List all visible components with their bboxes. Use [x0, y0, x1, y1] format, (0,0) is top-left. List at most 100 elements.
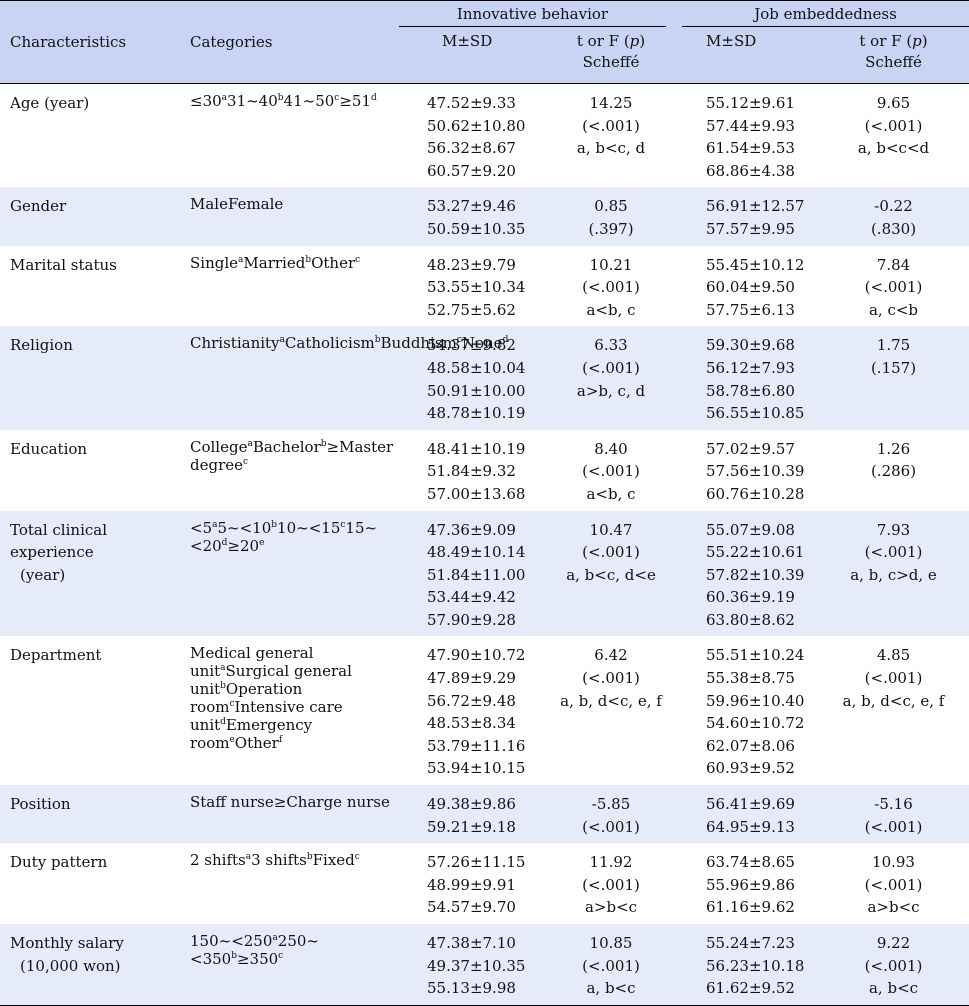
- je-test-cell: 7.93 (<.001) a, b, c>d, e: [818, 511, 969, 637]
- je-test-value: (<.001): [864, 116, 923, 135]
- ib-msd-value: 52.75±5.62: [427, 300, 516, 319]
- table-row: Religion ChristianityaCatholicismbBuddhis…: [0, 326, 969, 430]
- ib-test-cell: 8.40 (<.001) a<b, c: [544, 430, 678, 511]
- je-msd-value: 57.56±10.39: [706, 462, 805, 481]
- category-superscript: c: [340, 519, 346, 530]
- category-label: Noned: [461, 334, 509, 353]
- ib-msd-cell: 47.36±9.09 48.49±10.14 51.84±11.00 53.44±9.…: [399, 511, 544, 637]
- ib-test-cell: 14.25 (<.001) a, b<c, d: [544, 84, 678, 188]
- ib-msd-value: 56.72±9.48: [427, 691, 516, 710]
- ib-msd-cell: 53.27±9.46 50.59±10.35: [399, 187, 544, 245]
- characteristic-label: Religion: [10, 336, 73, 355]
- je-msd-value: 61.16±9.62: [706, 898, 795, 917]
- ib-test-value: 11.92: [589, 853, 633, 872]
- je-msd-value: 55.24±7.23: [706, 934, 795, 952]
- je-msd-cell: 57.02±9.57 57.56±10.39 60.76±10.28: [678, 430, 818, 511]
- header-job-embeddedness: Job embeddedness: [678, 0, 969, 28]
- je-msd-value: 57.44±9.93: [706, 116, 795, 135]
- ib-test-value: a<b, c: [586, 300, 636, 319]
- je-test-cell: 9.65 (<.001) a, b<c<d: [818, 84, 969, 188]
- category-superscript: a: [221, 93, 228, 103]
- je-msd-value: 58.78±6.80: [706, 381, 795, 400]
- categories-cell: 2 shiftsa3 shiftsbFixedc: [190, 843, 399, 924]
- table-header: Characteristics Categories Innovative be…: [0, 0, 969, 84]
- ib-msd-value: 48.58±10.04: [427, 358, 526, 377]
- je-test-value: 4.85: [876, 646, 911, 665]
- je-msd-value: 60.36±9.19: [706, 588, 795, 607]
- category-label: 150~<250a: [190, 932, 278, 950]
- ib-msd-value: 48.49±10.14: [427, 543, 526, 562]
- table-row: Total clinical experience (year) <5a5~<10b1…: [0, 510, 969, 637]
- ib-test-cell: 10.47 (<.001) a, b<c, d<e: [544, 511, 678, 637]
- category-label: 15~<20d: [190, 518, 378, 555]
- category-superscript: b: [320, 438, 327, 449]
- characteristic-label: experience: [10, 543, 94, 562]
- category-label: Fixedc: [312, 851, 360, 870]
- je-msd-cell: 63.74±8.65 55.96±9.86 61.16±9.62: [678, 843, 818, 924]
- je-test-cell: 10.93 (<.001) a>b<c: [818, 843, 969, 924]
- table-row: Monthly salary (10,000 won) 150~<250a250~<…: [0, 924, 969, 1006]
- je-test-value: (.830): [870, 219, 917, 238]
- ib-msd-cell: 47.90±10.72 47.89±9.29 56.72±9.48 48.53±8.3…: [399, 636, 544, 785]
- ib-test-value: 6.42: [594, 646, 628, 665]
- ib-msd-value: 48.53±8.34: [427, 714, 516, 733]
- je-msd-cell: 55.12±9.61 57.44±9.93 61.54±9.53 68.86±4.38: [678, 84, 818, 188]
- je-test-value: 10.93: [872, 853, 915, 872]
- ib-test-value: (<.001): [582, 116, 640, 135]
- je-msd-value: 56.91±12.57: [706, 197, 805, 216]
- ib-msd-value: 59.21±9.18: [427, 817, 516, 836]
- category-superscript: a: [279, 335, 285, 346]
- ib-test-value: (<.001): [582, 278, 640, 297]
- category-label: Male: [190, 195, 228, 214]
- characteristic-cell: Education: [0, 430, 190, 511]
- je-msd-value: 61.54±9.53: [706, 139, 795, 158]
- ib-test-value: 8.40: [594, 439, 628, 458]
- characteristic-label: Education: [10, 439, 88, 458]
- ib-test-value: 6.33: [594, 336, 628, 355]
- characteristic-label: Marital status: [10, 255, 117, 274]
- ib-test-value: (<.001): [582, 462, 640, 481]
- ib-msd-value: 51.84±9.32: [427, 462, 516, 481]
- je-test-value: (<.001): [864, 875, 923, 894]
- ib-msd-value: 47.90±10.72: [427, 646, 526, 665]
- je-test-value: 7.84: [876, 255, 911, 274]
- ib-msd-value: 47.36±9.09: [427, 520, 516, 539]
- category-superscript: f: [278, 735, 283, 746]
- ib-test-cell: 11.92 (<.001) a>b<c: [544, 843, 678, 924]
- category-label: Female: [227, 195, 284, 214]
- ib-msd-value: 57.26±11.15: [427, 853, 526, 872]
- categories-cell: 150~<250a250~<350b≥350c: [190, 924, 399, 1006]
- je-msd-value: 64.95±9.13: [706, 817, 795, 836]
- ib-msd-cell: 49.38±9.86 59.21±9.18: [399, 785, 544, 843]
- category-label: 41~50c: [283, 92, 340, 110]
- category-label: Marriedb: [243, 253, 312, 272]
- table-row: Duty pattern 2 shiftsa3 shiftsbFixedc 57.2…: [0, 843, 969, 924]
- categories-cell: Medical general unitaSurgical general un…: [190, 636, 399, 785]
- ib-test-value: a>b<c: [584, 898, 638, 917]
- category-superscript: d: [221, 537, 228, 548]
- table-body: Age (year) ≤30a31~40b41~50c≥51d 47.52±9.33…: [0, 84, 969, 1006]
- header-ib-msd: M±SD: [399, 28, 544, 84]
- je-msd-cell: 56.41±9.69 64.95±9.13: [678, 785, 818, 843]
- ib-test-cell: 10.21 (<.001) a<b, c: [544, 246, 678, 327]
- category-superscript: c: [278, 951, 284, 961]
- categories-cell: CollegeaBachelorb≥Master degreec: [190, 430, 399, 511]
- ib-msd-cell: 48.41±10.19 51.84±9.32 57.00±13.68: [399, 430, 544, 511]
- ib-test-value: 10.85: [589, 934, 633, 952]
- category-label: 5~<10b: [217, 518, 278, 537]
- je-msd-cell: 59.30±9.68 56.12±7.93 58.78±6.80 56.55±10.8…: [678, 326, 818, 429]
- ib-msd-value: 56.32±8.67: [427, 139, 516, 158]
- category-superscript: d: [371, 93, 377, 103]
- je-msd-cell: 55.45±10.12 60.04±9.50 57.75±6.13: [678, 246, 818, 327]
- category-label: Bachelorb: [252, 437, 327, 456]
- je-test-cell: 1.26 (.286): [818, 430, 969, 511]
- category-label: Staff nurse: [190, 793, 274, 812]
- category-superscript: d: [220, 717, 226, 728]
- table-row: Age (year) ≤30a31~40b41~50c≥51d 47.52±9.33…: [0, 84, 969, 188]
- category-label: ≥Master degreec: [190, 437, 394, 474]
- characteristic-cell: Duty pattern: [0, 843, 190, 924]
- category-label: ≤30a: [190, 92, 228, 110]
- category-label: 2 shiftsa: [190, 851, 252, 870]
- category-label: ≥51d: [339, 92, 377, 110]
- category-label: 31~40b: [227, 92, 284, 110]
